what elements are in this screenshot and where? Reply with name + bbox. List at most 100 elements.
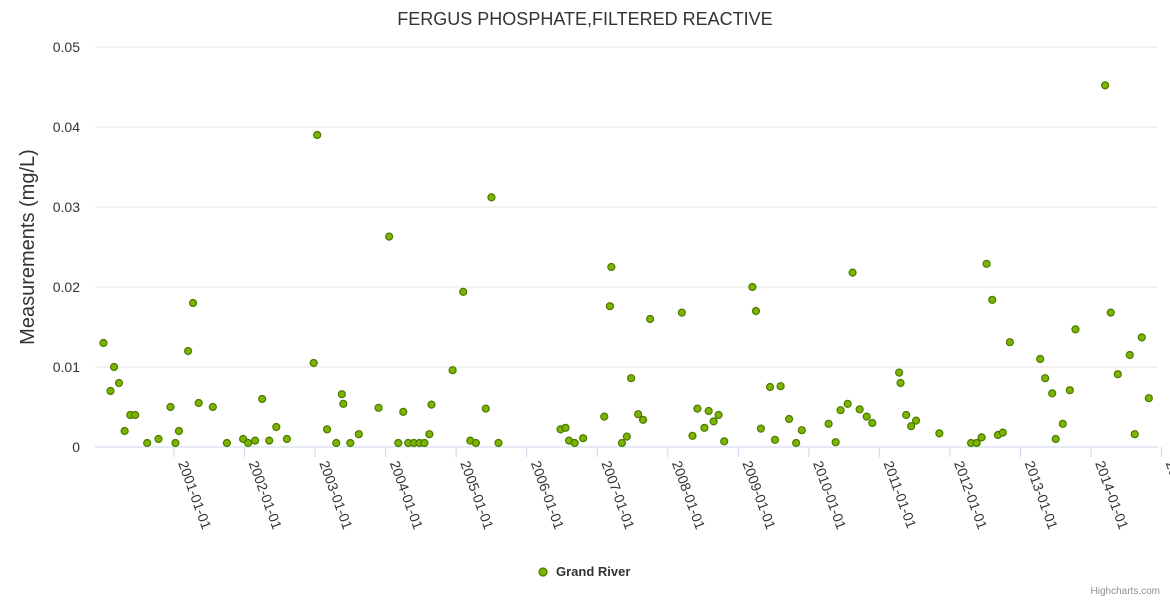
legend-label[interactable]: Grand River <box>556 564 630 579</box>
data-point[interactable] <box>494 438 503 448</box>
data-point[interactable] <box>481 404 490 413</box>
data-point[interactable] <box>972 438 981 448</box>
data-point[interactable] <box>622 432 631 441</box>
data-point[interactable] <box>848 268 857 277</box>
data-point[interactable] <box>982 259 991 268</box>
data-point[interactable] <box>693 404 702 413</box>
data-point[interactable] <box>988 295 997 304</box>
data-point[interactable] <box>109 362 119 372</box>
data-point[interactable] <box>843 399 852 408</box>
data-point[interactable] <box>896 378 905 388</box>
data-point[interactable] <box>258 394 267 404</box>
data-point[interactable] <box>1071 325 1080 334</box>
data-point[interactable] <box>836 406 845 415</box>
data-point[interactable] <box>770 435 780 444</box>
data-point[interactable] <box>1130 430 1139 439</box>
data-point[interactable] <box>459 287 468 296</box>
data-point[interactable] <box>313 130 322 140</box>
data-point[interactable] <box>784 414 794 424</box>
data-point[interactable] <box>1137 333 1146 342</box>
data-point[interactable] <box>677 308 686 317</box>
data-point[interactable] <box>902 410 911 420</box>
data-point[interactable] <box>634 410 643 419</box>
data-point[interactable] <box>143 438 152 448</box>
data-point[interactable] <box>998 428 1007 437</box>
data-point[interactable] <box>776 382 785 391</box>
data-point[interactable] <box>579 434 588 443</box>
data-point[interactable] <box>1106 308 1115 317</box>
data-point[interactable] <box>131 410 140 420</box>
data-point[interactable] <box>709 417 718 426</box>
credits-link[interactable]: Highcharts.com <box>1091 586 1160 597</box>
data-point[interactable] <box>487 193 496 202</box>
data-point[interactable] <box>322 425 332 434</box>
series-grand-river[interactable] <box>99 81 1153 448</box>
data-point[interactable] <box>1036 354 1045 364</box>
data-point[interactable] <box>714 410 723 420</box>
data-point[interactable] <box>394 438 403 448</box>
data-point[interactable] <box>99 338 108 348</box>
data-point[interactable] <box>420 438 429 448</box>
data-point[interactable] <box>617 438 627 448</box>
data-point[interactable] <box>272 422 281 432</box>
data-point[interactable] <box>626 374 636 383</box>
data-point[interactable] <box>374 403 383 412</box>
data-point[interactable] <box>425 430 434 439</box>
data-point[interactable] <box>748 282 757 292</box>
data-point[interactable] <box>243 438 253 448</box>
data-point[interactable] <box>1051 434 1060 444</box>
data-point[interactable] <box>605 302 615 311</box>
data-point[interactable] <box>1113 370 1122 379</box>
data-point[interactable] <box>346 438 355 448</box>
data-point[interactable] <box>895 368 904 377</box>
data-point[interactable] <box>171 438 180 448</box>
data-point[interactable] <box>1125 350 1134 360</box>
data-point[interactable] <box>765 382 775 392</box>
data-point[interactable] <box>907 422 916 431</box>
data-point[interactable] <box>855 405 864 414</box>
data-point[interactable] <box>824 419 833 428</box>
data-point[interactable] <box>154 434 163 444</box>
data-point[interactable] <box>385 232 394 241</box>
data-point[interactable] <box>792 438 801 448</box>
data-point[interactable] <box>114 378 124 388</box>
data-point[interactable] <box>700 423 709 432</box>
data-point[interactable] <box>911 416 921 425</box>
data-point[interactable] <box>1041 374 1050 383</box>
data-point[interactable] <box>174 426 184 436</box>
data-point[interactable] <box>1065 386 1074 395</box>
data-point[interactable] <box>751 306 761 316</box>
data-point[interactable] <box>120 426 129 436</box>
data-point[interactable] <box>688 431 697 440</box>
data-point[interactable] <box>399 407 408 416</box>
data-point[interactable] <box>106 386 115 396</box>
data-point[interactable] <box>184 346 193 356</box>
data-point[interactable] <box>309 358 318 368</box>
data-point[interactable] <box>166 402 175 412</box>
data-point[interactable] <box>208 402 217 412</box>
data-point[interactable] <box>282 434 291 444</box>
data-point[interactable] <box>646 314 655 324</box>
data-point[interactable] <box>194 398 203 408</box>
data-point[interactable] <box>1005 338 1014 347</box>
data-point[interactable] <box>600 412 609 421</box>
data-point[interactable] <box>570 438 579 448</box>
data-point[interactable] <box>704 406 713 416</box>
data-point[interactable] <box>862 412 871 421</box>
data-point[interactable] <box>720 437 729 446</box>
data-point[interactable] <box>471 438 481 448</box>
data-point[interactable] <box>1058 419 1067 428</box>
data-point[interactable] <box>831 438 840 447</box>
data-point[interactable] <box>332 438 341 448</box>
data-point[interactable] <box>1100 81 1110 90</box>
data-point[interactable] <box>1144 394 1153 403</box>
data-point[interactable] <box>251 436 260 445</box>
data-point[interactable] <box>756 424 765 433</box>
data-point[interactable] <box>265 436 274 445</box>
data-point[interactable] <box>354 430 363 439</box>
data-point[interactable] <box>188 298 198 308</box>
data-point[interactable] <box>337 390 346 399</box>
data-point[interactable] <box>448 366 457 375</box>
data-point[interactable] <box>638 415 648 424</box>
data-point[interactable] <box>977 433 986 442</box>
